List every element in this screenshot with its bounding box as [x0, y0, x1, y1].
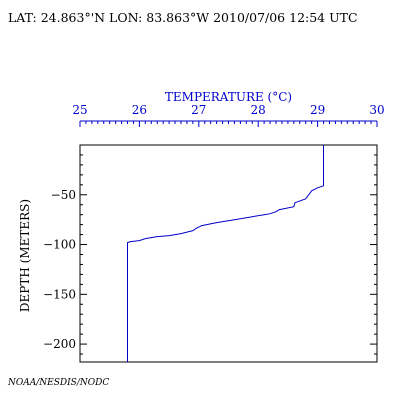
left-tick-label: −200: [43, 337, 76, 351]
left-tick-label: −100: [43, 238, 76, 252]
header-location-time: LAT: 24.863°'N LON: 83.863°W 2010/07/06 …: [8, 10, 358, 25]
top-tick-label: 25: [72, 103, 87, 117]
left-tick-label: −50: [51, 188, 76, 202]
left-depth-axis: −50 −100 −150 −200: [43, 154, 377, 355]
top-tick-label: 30: [369, 103, 384, 117]
top-tick-label: 27: [191, 103, 206, 117]
temperature-profile-line: [127, 145, 324, 362]
left-tick-label: −150: [43, 287, 76, 301]
y-axis-title: DEPTH (METERS): [18, 199, 32, 312]
x-axis-title: TEMPERATURE (°C): [165, 90, 292, 104]
top-tick-label: 28: [251, 103, 266, 117]
plot-frame: [79, 144, 378, 363]
top-tick-label: 29: [310, 103, 325, 117]
top-temperature-axis: 25 26 27 28 29 30: [72, 103, 385, 127]
top-tick-label: 26: [132, 103, 147, 117]
credit-label: NOAA/NESDIS/NODC: [8, 378, 110, 388]
